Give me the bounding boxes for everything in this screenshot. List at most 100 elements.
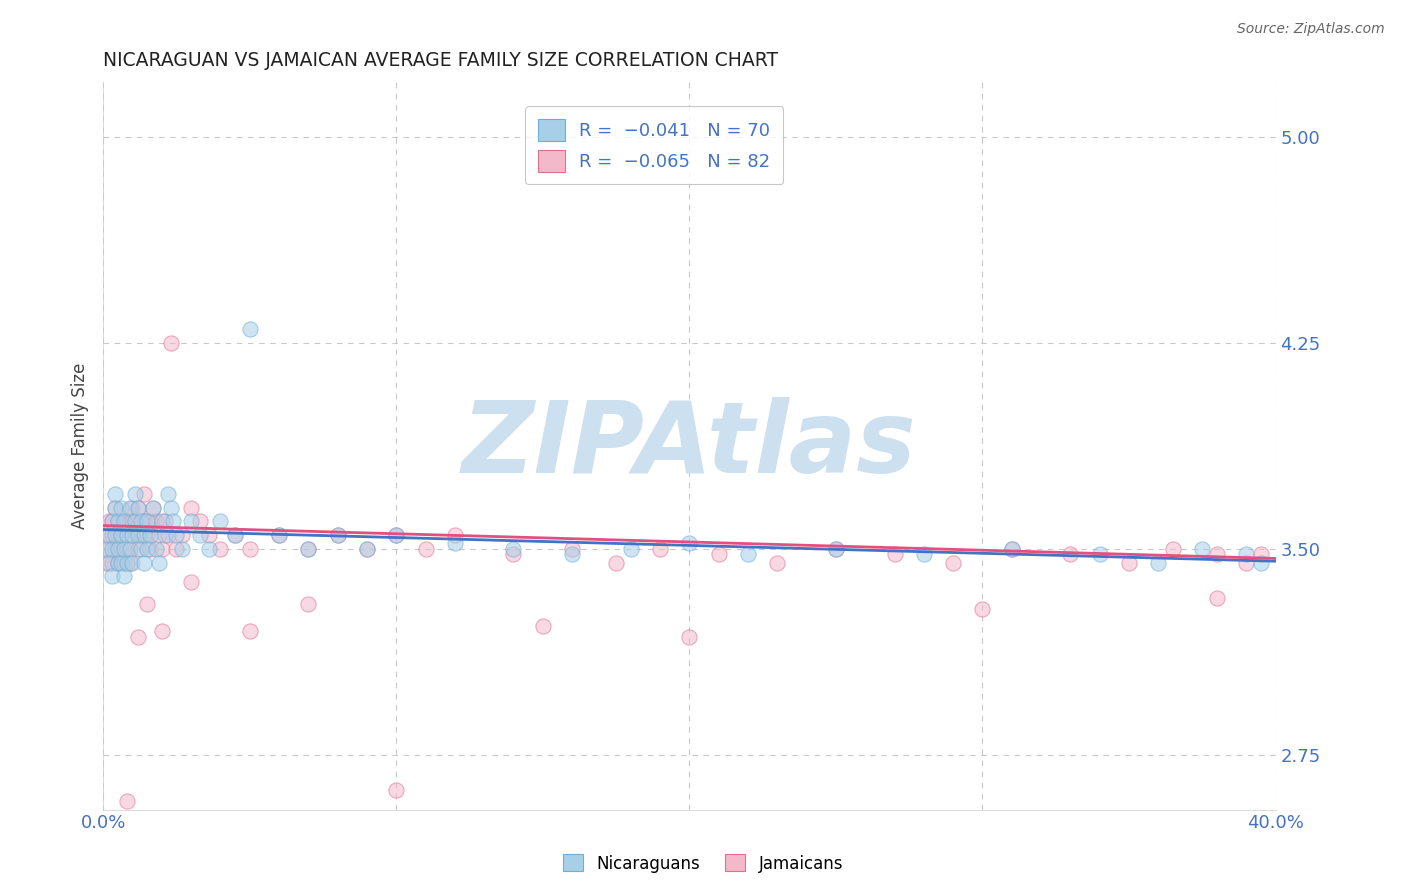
Y-axis label: Average Family Size: Average Family Size	[72, 363, 89, 529]
Point	[165, 528, 187, 542]
Point	[444, 528, 467, 542]
Point	[209, 515, 232, 529]
Point	[101, 528, 124, 542]
Point	[115, 541, 138, 556]
Point	[267, 528, 290, 542]
Point	[98, 556, 121, 570]
Point	[825, 541, 848, 556]
Point	[112, 515, 135, 529]
Point	[297, 597, 319, 611]
Point	[136, 597, 159, 611]
Point	[912, 547, 935, 561]
Point	[1059, 547, 1081, 561]
Point	[142, 500, 165, 515]
Point	[180, 515, 202, 529]
Point	[209, 541, 232, 556]
Point	[104, 541, 127, 556]
Point	[972, 602, 994, 616]
Point	[134, 556, 156, 570]
Point	[94, 528, 117, 542]
Point	[139, 528, 162, 542]
Point	[127, 528, 149, 542]
Point	[112, 556, 135, 570]
Point	[942, 556, 965, 570]
Point	[104, 487, 127, 501]
Point	[1161, 541, 1184, 556]
Point	[124, 487, 146, 501]
Point	[1250, 547, 1272, 561]
Point	[172, 528, 194, 542]
Point	[1234, 556, 1257, 570]
Point	[107, 528, 129, 542]
Point	[678, 536, 700, 550]
Point	[118, 500, 141, 515]
Point	[356, 541, 378, 556]
Point	[118, 515, 141, 529]
Point	[124, 515, 146, 529]
Point	[678, 630, 700, 644]
Point	[1234, 547, 1257, 561]
Point	[153, 515, 176, 529]
Point	[115, 556, 138, 570]
Point	[148, 528, 170, 542]
Point	[98, 515, 121, 529]
Point	[94, 541, 117, 556]
Point	[326, 528, 349, 542]
Point	[94, 556, 117, 570]
Point	[101, 556, 124, 570]
Point	[224, 528, 246, 542]
Point	[444, 536, 467, 550]
Point	[356, 541, 378, 556]
Point	[297, 541, 319, 556]
Point	[239, 541, 262, 556]
Point	[107, 556, 129, 570]
Point	[162, 515, 184, 529]
Point	[118, 556, 141, 570]
Legend: Nicaraguans, Jamaicans: Nicaraguans, Jamaicans	[557, 847, 849, 880]
Text: ZIPAtlas: ZIPAtlas	[463, 398, 917, 494]
Point	[197, 528, 219, 542]
Point	[127, 500, 149, 515]
Point	[531, 618, 554, 632]
Point	[385, 528, 408, 542]
Point	[110, 528, 132, 542]
Point	[112, 569, 135, 583]
Point	[107, 541, 129, 556]
Point	[188, 515, 211, 529]
Point	[145, 541, 167, 556]
Point	[297, 541, 319, 556]
Point	[415, 541, 437, 556]
Point	[1191, 541, 1213, 556]
Point	[101, 569, 124, 583]
Point	[129, 541, 152, 556]
Point	[145, 515, 167, 529]
Point	[150, 624, 173, 639]
Point	[127, 500, 149, 515]
Point	[104, 500, 127, 515]
Point	[1118, 556, 1140, 570]
Point	[150, 515, 173, 529]
Point	[101, 515, 124, 529]
Point	[115, 528, 138, 542]
Point	[148, 556, 170, 570]
Point	[101, 515, 124, 529]
Point	[159, 336, 181, 351]
Point	[98, 528, 121, 542]
Point	[561, 541, 583, 556]
Point	[1250, 556, 1272, 570]
Point	[180, 574, 202, 589]
Point	[1147, 556, 1170, 570]
Point	[150, 541, 173, 556]
Point	[115, 528, 138, 542]
Legend: R =  −0.041   N = 70, R =  −0.065   N = 82: R = −0.041 N = 70, R = −0.065 N = 82	[526, 106, 783, 185]
Point	[239, 624, 262, 639]
Point	[104, 500, 127, 515]
Point	[112, 541, 135, 556]
Point	[134, 528, 156, 542]
Point	[737, 547, 759, 561]
Point	[139, 541, 162, 556]
Point	[136, 541, 159, 556]
Point	[110, 556, 132, 570]
Point	[224, 528, 246, 542]
Point	[129, 515, 152, 529]
